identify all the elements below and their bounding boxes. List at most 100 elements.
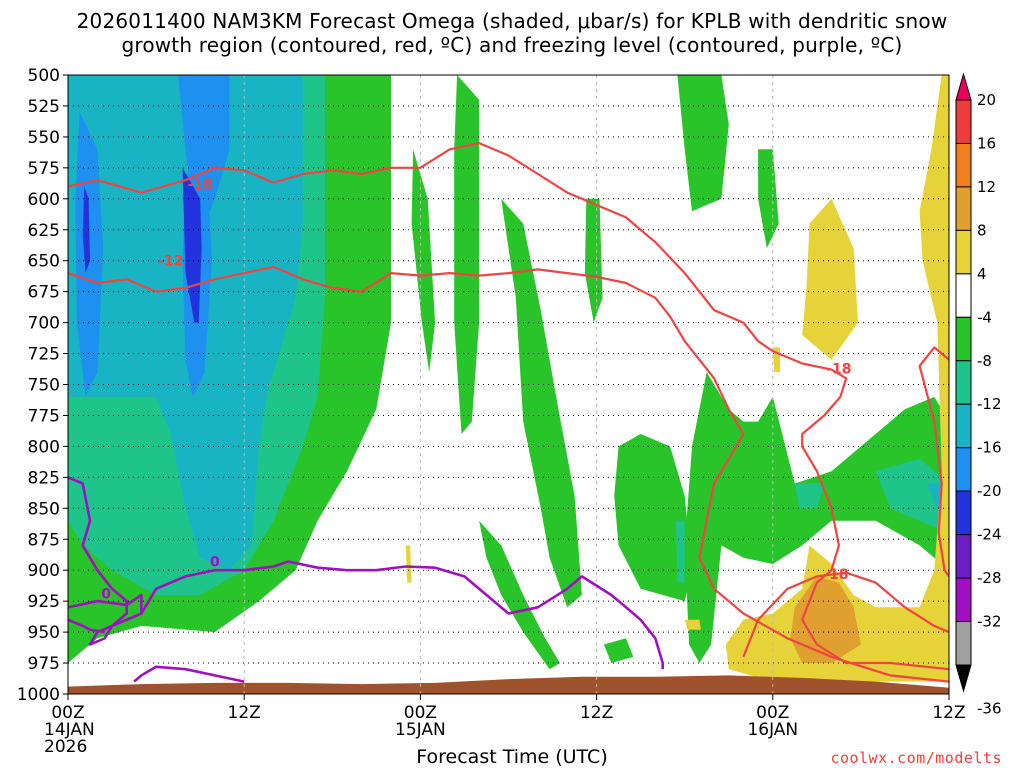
colorbar-segment-12 — [955, 577, 972, 623]
x-tick-label-24-0: 00Z — [404, 703, 437, 723]
colorbar-label-0: 20 — [977, 91, 996, 109]
omega-colorbar: 20 16 12 8 4 -4 -8 -12 -16 -20 -24 -28 -32 -36 — [955, 72, 1002, 717]
x-tick-label-36-0: 12Z — [580, 703, 613, 723]
contour-label-2: -18 — [826, 361, 851, 377]
y-tick-label-875: 875 — [28, 530, 60, 550]
contour-label-1: -12 — [158, 254, 183, 270]
contour-label-5: 0 — [101, 587, 111, 603]
y-tick-label-600: 600 — [28, 190, 60, 210]
y-tick-label-850: 850 — [28, 499, 60, 519]
colorbar-bottom-arrow — [955, 664, 972, 693]
chart-title-line-2: growth region (contoured, red, ºC) and f… — [121, 33, 903, 57]
contour-line-6 — [133, 665, 245, 683]
omega-region-neg8-2 — [794, 483, 825, 509]
colorbar-label-9: -20 — [977, 482, 1002, 500]
terrain — [68, 675, 949, 694]
terrain-fill — [68, 675, 949, 694]
y-tick-label-675: 675 — [28, 283, 60, 303]
omega-region-neg4-9 — [684, 372, 949, 663]
y-tick-label-975: 975 — [28, 654, 60, 674]
y-tick-label-900: 900 — [28, 561, 60, 581]
omega-region-4-3 — [684, 619, 701, 630]
colorbar-segment-4 — [955, 229, 972, 275]
x-tick-label-0-2: 2026 — [44, 737, 87, 757]
y-axis-pressure: 500 525 550 575 600 625 650 675 700 725 750 775 800 8… — [17, 66, 68, 705]
omega-region-neg4-1 — [454, 75, 480, 434]
omega-region-4-2 — [405, 545, 412, 583]
colorbar-segment-5 — [955, 273, 972, 318]
colorbar-segment-7 — [955, 360, 972, 405]
y-tick-label-625: 625 — [28, 221, 60, 241]
x-tick-label-12-0: 12Z — [228, 703, 261, 723]
colorbar-label-8: -16 — [977, 439, 1002, 457]
colorbar-label-1: 16 — [977, 134, 996, 152]
contour-line-0 — [68, 142, 949, 671]
colorbar-segment-13 — [955, 621, 972, 666]
omega-region-neg4-8 — [677, 75, 729, 212]
y-tick-label-525: 525 — [28, 97, 60, 117]
contour-line-4 — [68, 476, 665, 670]
colorbar-label-6: -8 — [977, 352, 992, 370]
x-tick-label-48-0: 00Z — [756, 703, 789, 723]
y-tick-label-725: 725 — [28, 345, 60, 365]
contour-line-1 — [68, 265, 949, 683]
contour-label-3: -18 — [823, 567, 848, 583]
colorbar-label-10: -24 — [977, 526, 1002, 544]
colorbar-label-13: -36 — [977, 699, 1002, 717]
y-tick-label-925: 925 — [28, 592, 60, 612]
omega-region-neg20-1 — [82, 186, 90, 274]
colorbar-top-arrow — [955, 72, 972, 101]
temperature-contours — [68, 142, 949, 683]
omega-region-8-0 — [790, 576, 861, 663]
omega-region-neg16-0 — [178, 75, 230, 236]
colorbar-segment-6 — [955, 316, 972, 362]
colorbar-segment-3 — [955, 186, 972, 231]
colorbar-segment-8 — [955, 403, 972, 449]
x-axis-label: Forecast Time (UTC) — [416, 746, 608, 768]
x-tick-label-0-0: 00Z — [51, 703, 84, 723]
omega-region-neg4-7 — [603, 638, 634, 663]
contour-label-4: 0 — [210, 555, 220, 571]
y-tick-label-650: 650 — [28, 252, 60, 272]
colorbar-label-3: 8 — [977, 221, 987, 239]
colorbar-segment-9 — [955, 447, 972, 492]
x-tick-label-24-1: 15JAN — [395, 720, 446, 740]
contour-line-3 — [918, 346, 949, 578]
chart-title-line-1: 2026011400 NAM3KM Forecast Omega (shaded… — [76, 9, 948, 33]
colorbar-segment-10 — [955, 490, 972, 536]
contour-label-0: -18 — [188, 177, 213, 193]
omega-region-neg4-2 — [501, 198, 582, 608]
y-tick-label-700: 700 — [28, 314, 60, 334]
omega-region-neg8-3 — [675, 520, 685, 583]
colorbar-label-11: -28 — [977, 569, 1002, 587]
colorbar-segment-11 — [955, 534, 972, 579]
y-tick-label-825: 825 — [28, 468, 60, 488]
colorbar-label-7: -12 — [977, 395, 1002, 413]
colorbar-label-2: 12 — [977, 178, 996, 196]
contour-line-5 — [68, 593, 143, 614]
grid-lines — [68, 75, 949, 694]
contour-labels: -18 -12 -18 -18 0 0 — [101, 177, 851, 603]
contour-line-7 — [68, 618, 105, 634]
y-tick-label-500: 500 — [28, 66, 60, 86]
y-tick-label-950: 950 — [28, 623, 60, 643]
colorbar-segment-1 — [955, 99, 972, 144]
colorbar-segment-2 — [955, 142, 972, 188]
omega-region-neg4-3 — [479, 520, 560, 670]
y-tick-label-575: 575 — [28, 159, 60, 179]
colorbar-label-12: -32 — [977, 613, 1002, 631]
x-tick-label-48-1: 16JAN — [747, 720, 798, 740]
omega-region-neg4-6 — [614, 434, 692, 602]
site-credit: coolwx.com/modelts — [830, 749, 1002, 767]
colorbar-label-4: 4 — [977, 265, 987, 283]
x-tick-label-60-0: 12Z — [932, 703, 965, 723]
x-tick-label-0-1: 14JAN — [44, 720, 95, 740]
omega-region-4-0 — [802, 198, 858, 360]
colorbar-label-5: -4 — [977, 308, 992, 326]
y-tick-label-550: 550 — [28, 128, 60, 148]
omega-shading — [68, 75, 949, 682]
contour-line-2 — [742, 571, 949, 658]
y-tick-label-775: 775 — [28, 406, 60, 426]
